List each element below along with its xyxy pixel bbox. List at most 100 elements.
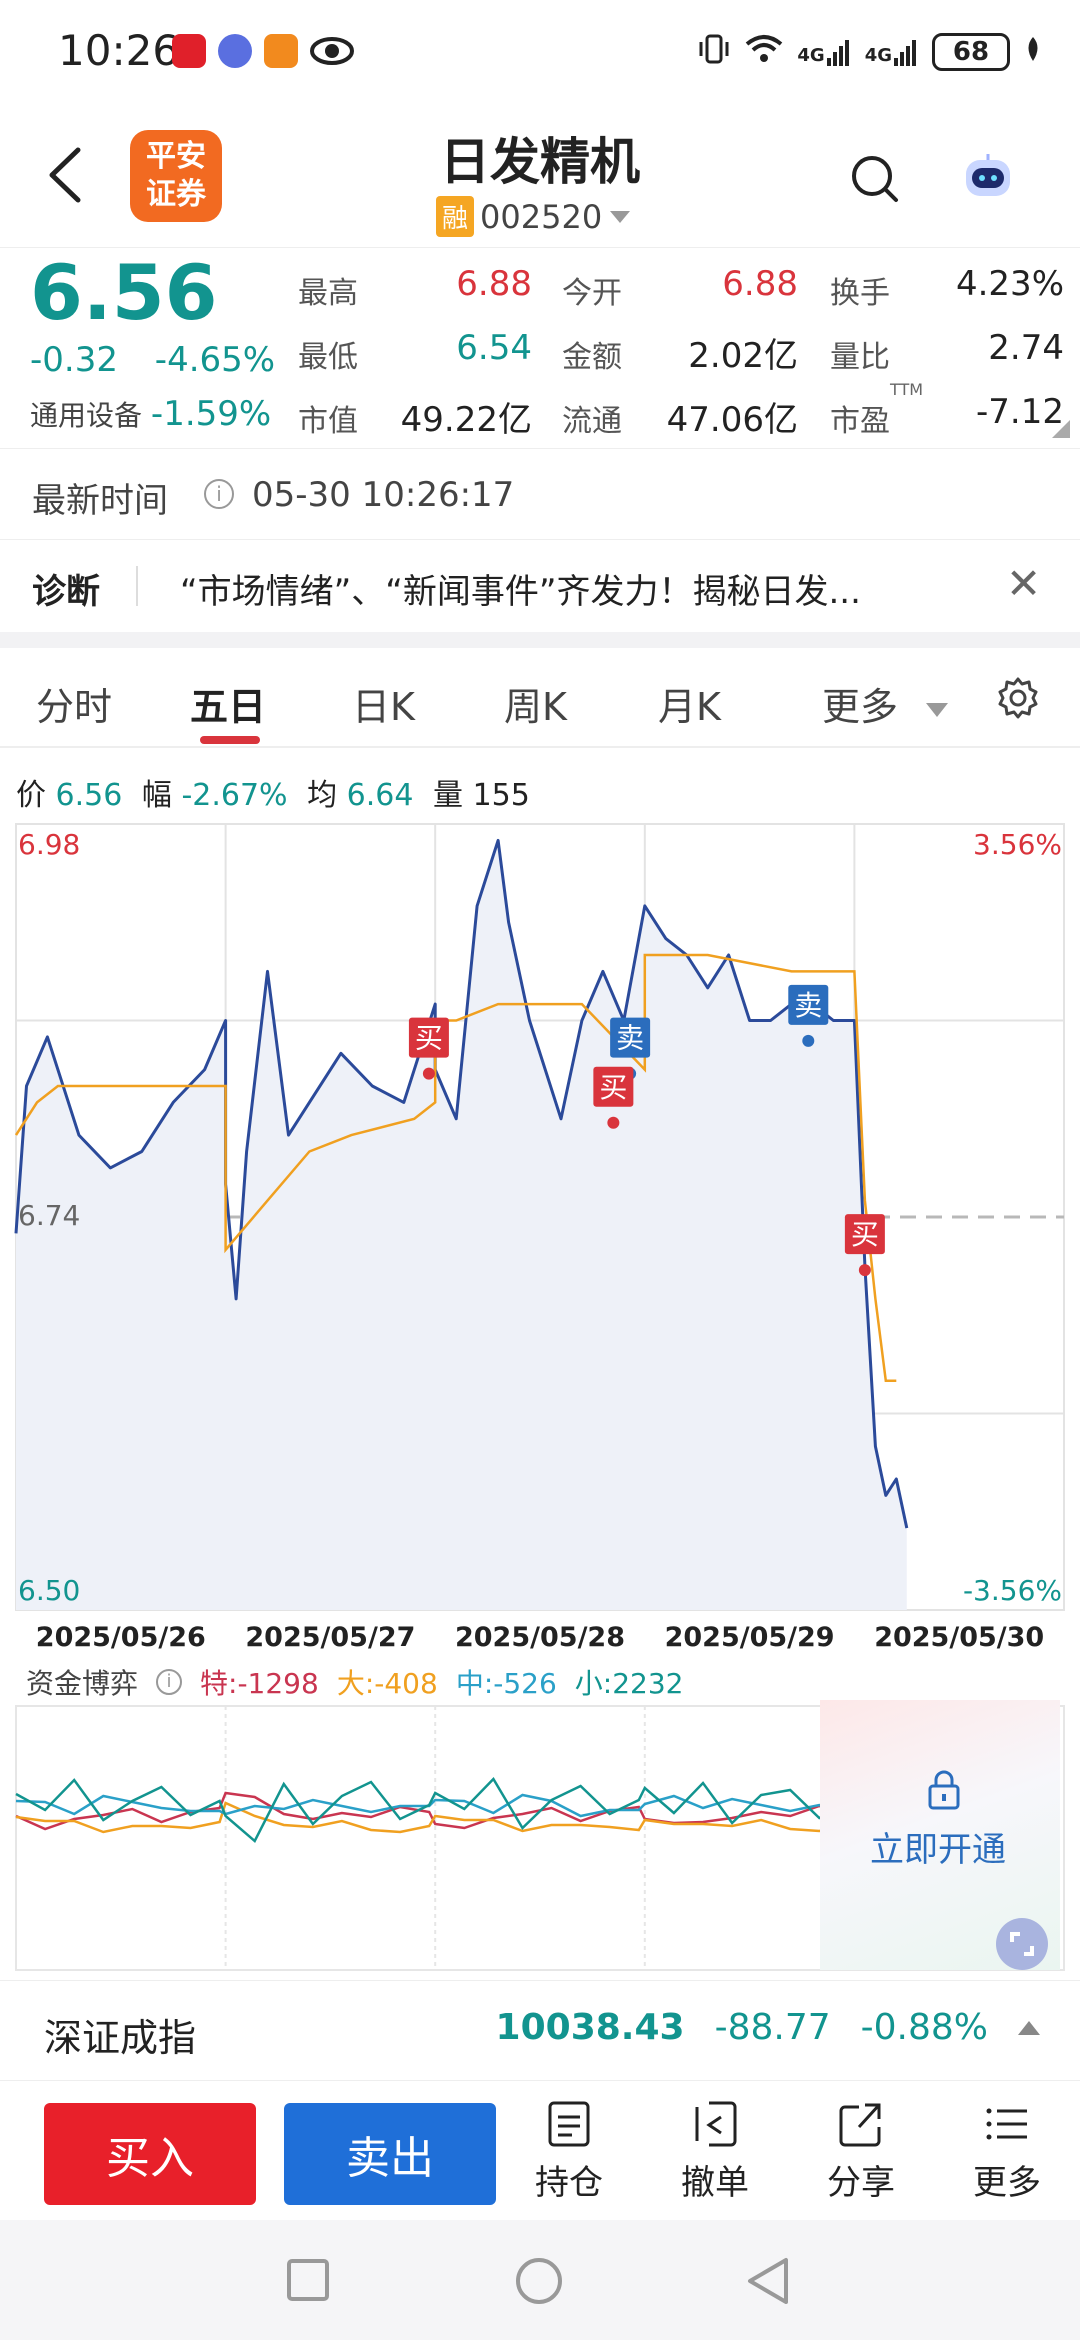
quote-field-label: 最高 [298, 276, 358, 311]
stock-name: 日发精机 [440, 133, 640, 191]
fund-flow-value: -526 [493, 1667, 557, 1700]
quote-market-cap-value: 49.22亿 [400, 400, 532, 440]
positions-icon [548, 2101, 590, 2147]
quote-panel: 6.56 -0.32 -4.65% 通用设备 -1.59% 最高 6.88 今开… [0, 248, 1080, 448]
positions-button[interactable]: 持仓 [514, 2099, 624, 2204]
update-timestamp: 05-30 10:26:17 [252, 475, 515, 515]
quote-field-label: 换手 [830, 276, 890, 311]
video-icon [264, 34, 298, 68]
index-values: 10038.43 -88.77 -0.88% [496, 2007, 1040, 2048]
trade-marker-badge [844, 1214, 885, 1255]
cancel-order-label: 撤单 [681, 2163, 749, 2203]
quote-field-label: 市值 [298, 404, 358, 439]
info-icon[interactable]: i [156, 1669, 183, 1695]
price-change: -0.32 [30, 340, 118, 380]
last-price: 6.56 [30, 248, 218, 337]
back-arrow-icon [49, 147, 81, 203]
divider [136, 566, 138, 606]
expand-corner-icon[interactable] [1052, 420, 1070, 438]
search-icon [852, 156, 898, 202]
ai-assistant-button[interactable] [960, 150, 1016, 204]
fund-flow-line [15, 1791, 849, 1831]
trade-marker-badge [788, 984, 829, 1025]
price-change-pct: -4.65% [154, 340, 276, 380]
share-button[interactable]: 分享 [806, 2099, 916, 2204]
system-nav-bar [0, 2220, 1080, 2340]
index-name: 深证成指 [44, 2016, 197, 2060]
tab-weekly-k[interactable]: 周K [504, 685, 567, 729]
lock-icon [928, 1770, 960, 1810]
back-nav-icon[interactable] [744, 2256, 792, 2306]
share-icon [839, 2103, 881, 2147]
status-right: 4G 4G 68 [697, 32, 1042, 72]
diagnosis-label: 诊断 [32, 572, 100, 612]
x-axis-date-label: 2025/05/29 [665, 1622, 835, 1650]
volume-value: 155 [472, 778, 530, 813]
fund-flow-large: 大:-408 [337, 1662, 438, 1702]
x-axis-date-label: 2025/05/26 [36, 1622, 206, 1650]
back-button[interactable] [40, 140, 90, 210]
fund-flow-line [15, 1801, 849, 1834]
trade-marker-label: 卖 [616, 1022, 644, 1055]
quote-turnover-value: 4.23% [955, 264, 1064, 304]
sell-button[interactable]: 卖出 [284, 2103, 496, 2205]
tab-daily-k[interactable]: 日K [352, 685, 415, 729]
y-axis-mid-label: 6.74 [18, 1199, 80, 1232]
diagnosis-banner[interactable]: 诊断 “市场情绪”、“新闻事件”齐发力！揭秘日发... ✕ [0, 540, 1080, 632]
sector-name: 通用设备 [30, 399, 143, 432]
avg-value: 6.64 [346, 778, 414, 813]
vibrate-icon [697, 32, 731, 72]
fund-flow-value: 2232 [612, 1667, 684, 1700]
search-button[interactable] [848, 152, 900, 204]
y-axis-top-label: 6.98 [18, 828, 80, 861]
quote-volume-ratio-value: 2.74 [988, 328, 1064, 368]
fund-flow-legend: 资金博弈 i 特:-1298 大:-408 中:-526 小:2232 [26, 1662, 684, 1702]
info-icon[interactable]: i [204, 479, 234, 509]
fund-flow-label: 大: [336, 1667, 375, 1700]
buy-button[interactable]: 买入 [44, 2103, 256, 2205]
home-icon[interactable] [514, 2256, 564, 2306]
index-value: 10038.43 [495, 2007, 685, 2048]
recent-apps-icon[interactable] [286, 2258, 330, 2302]
pct-axis-bottom-label: -3.56% [963, 1574, 1062, 1607]
gear-icon[interactable] [996, 676, 1040, 720]
quote-pe-value: -7.12 [976, 392, 1064, 432]
tab-intraday[interactable]: 分时 [36, 685, 113, 729]
range-label: 幅 [141, 778, 172, 813]
fund-flow-value: -1298 [237, 1667, 319, 1700]
tab-five-day[interactable]: 五日 [190, 685, 267, 729]
caret-up-icon[interactable] [1018, 2020, 1040, 2035]
cancel-order-button[interactable]: 撤单 [660, 2099, 770, 2204]
fund-flow-line [15, 1776, 849, 1843]
fund-flow-label: 小: [574, 1667, 613, 1700]
network-label: 4G [864, 45, 892, 66]
tab-more[interactable]: 更多 [822, 676, 949, 731]
pct-axis-top-label: 3.56% [973, 828, 1062, 861]
more-button[interactable]: 更多 [952, 2099, 1062, 2204]
more-label: 更多 [973, 2163, 1041, 2203]
price-area [16, 840, 907, 1610]
quote-field-label: 最低 [298, 340, 358, 375]
network-label: 4G [797, 45, 825, 66]
fund-flow-label: 特: [200, 1667, 238, 1700]
quote-low-value: 6.54 [456, 328, 532, 368]
stock-code-selector[interactable]: 融 002520 [436, 196, 632, 237]
close-icon[interactable]: ✕ [1006, 559, 1042, 608]
trade-marker-dot [607, 1116, 620, 1129]
signal-icon-1: 4G [797, 38, 850, 66]
broker-logo[interactable]: 平安 证券 [130, 130, 222, 222]
index-ticker[interactable]: 深证成指 10038.43 -88.77 -0.88% [0, 1980, 1080, 2080]
quote-high-value: 6.88 [456, 264, 532, 304]
unlock-button[interactable]: 立即开通 [870, 1830, 1006, 1870]
fund-flow-line [15, 1793, 849, 1818]
share-label: 分享 [827, 2163, 895, 2203]
fund-flow-chart[interactable] [0, 1700, 1080, 1980]
eye-icon [310, 34, 354, 68]
app-notification-icon [172, 34, 206, 68]
tab-monthly-k[interactable]: 月K [658, 685, 721, 729]
five-day-price-chart[interactable]: 买卖买卖买6.986.746.503.56%-3.56%2025/05/26 20… [0, 810, 1080, 1650]
fullscreen-button[interactable] [996, 1918, 1048, 1970]
sector-row[interactable]: 通用设备 -1.59% [30, 394, 271, 434]
price-change-row: -0.32 -4.65% [30, 340, 275, 380]
fund-flow-small: 小:2232 [575, 1662, 684, 1702]
